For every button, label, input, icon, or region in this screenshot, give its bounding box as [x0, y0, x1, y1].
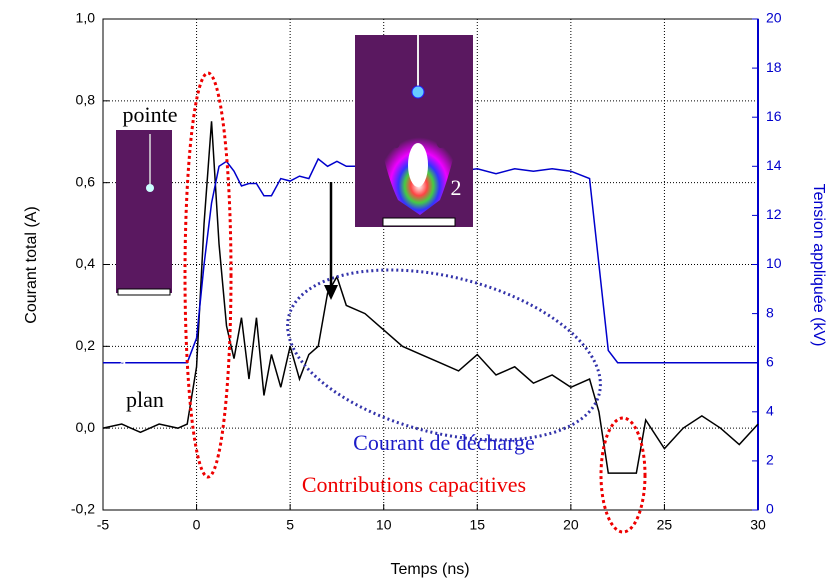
annotation: 2	[451, 175, 462, 200]
annotation: plan	[126, 387, 164, 412]
y-tick-label: 0,4	[76, 255, 96, 271]
x-tick-label: 15	[469, 517, 485, 533]
y2-tick-label: 4	[766, 403, 774, 419]
arrow-head	[324, 285, 338, 300]
y-tick-label: 0,8	[76, 92, 96, 108]
y2-tick-label: 8	[766, 304, 774, 320]
y2-tick-label: 10	[766, 255, 782, 271]
y2-axis-title: Tension appliquée (kV)	[810, 184, 827, 347]
x-tick-label: 10	[376, 517, 392, 533]
ellipse-capacitive-1	[183, 71, 233, 479]
y-tick-label: 1,0	[76, 10, 96, 26]
y-tick-label: 0,6	[76, 173, 96, 189]
annotation: Contributions capacitives	[302, 472, 526, 497]
inset-1	[116, 130, 172, 296]
x-tick-label: 20	[563, 517, 579, 533]
x-axis-title: Temps (ns)	[390, 561, 469, 578]
x-tick-label: 25	[657, 517, 673, 533]
x-tick-label: 5	[286, 517, 294, 533]
y2-tick-label: 12	[766, 206, 782, 222]
y2-tick-label: 0	[766, 501, 774, 517]
x-tick-label: 0	[193, 517, 201, 533]
y2-tick-label: 20	[766, 10, 782, 26]
y2-tick-label: 6	[766, 353, 774, 369]
ellipse-discharge	[286, 268, 602, 442]
y-tick-label: 0,0	[76, 419, 96, 435]
annotation: pointe	[123, 102, 178, 127]
x-tick-label: 30	[750, 517, 766, 533]
y-tick-label: -0,2	[71, 501, 95, 517]
ellipse-capacitive-2	[599, 416, 647, 534]
annotation: Courant de décharge	[353, 430, 535, 455]
y2-tick-label: 16	[766, 108, 782, 124]
x-tick-label: -5	[97, 517, 110, 533]
annotation: 1	[119, 355, 130, 380]
y2-tick-label: 14	[766, 157, 782, 173]
y2-tick-label: 2	[766, 452, 774, 468]
y2-tick-label: 18	[766, 59, 782, 75]
y-tick-label: 0,2	[76, 337, 96, 353]
series-line	[102, 121, 759, 474]
y-axis-title: Courant total (A)	[23, 206, 40, 323]
inset-2	[355, 35, 473, 227]
